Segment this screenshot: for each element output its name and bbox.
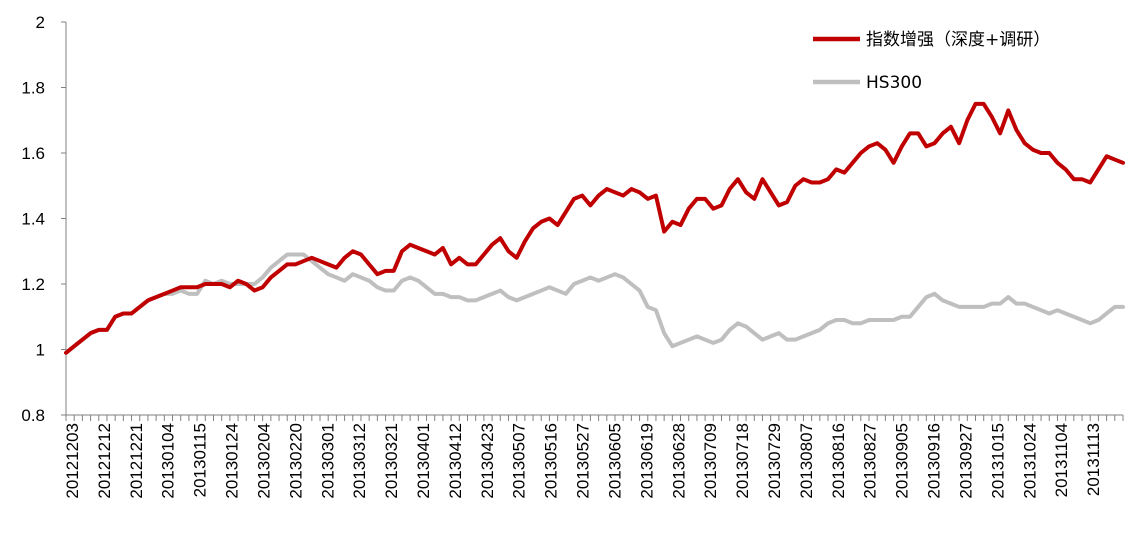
x-tick-label: 20130423 [478,423,497,499]
x-tick-label: 20130619 [637,423,656,499]
x-tick-label: 20130905 [893,423,912,499]
x-tick-label: 20130401 [414,423,433,499]
x-tick-label: 20130628 [669,423,688,499]
x-tick-label: 20121221 [127,423,146,499]
y-tick-label: 0.8 [21,406,45,425]
x-tick-label: 20131024 [1020,423,1039,499]
x-tick-label: 20130527 [574,423,593,499]
x-tick-label: 20130816 [829,423,848,499]
x-tick-label: 20130124 [223,423,242,499]
x-tick-label: 20121203 [63,423,82,499]
legend-label-series-1: 指数增强（深度+调研） [866,30,1050,50]
y-tick-label: 1 [36,341,45,360]
series-line-2 [64,252,1125,355]
x-tick-label: 20130916 [925,423,944,499]
x-tick-label: 20130301 [318,423,337,499]
x-tick-label: 20130729 [765,423,784,499]
x-tick-label: 20130807 [797,423,816,499]
x-tick-label: 20130516 [542,423,561,499]
x-tick-label: 20130412 [446,423,465,499]
x-tick-label: 20131113 [1084,423,1103,496]
x-tick-label: 20131104 [1052,423,1071,497]
x-tick-label: 20130220 [286,423,305,499]
series-line-1 [64,101,1125,355]
x-tick-label: 20130927 [956,423,975,499]
x-tick-label: 20130204 [254,423,273,499]
x-tick-label: 20130507 [510,423,529,499]
x-tick-label: 20130605 [605,423,624,499]
x-tick-label: 20131015 [988,423,1007,499]
legend-label-series-2: HS300 [866,73,922,93]
legend: 指数增强（深度+调研） HS300 [813,30,1050,93]
y-tick-label: 1.4 [21,210,45,229]
x-tick-label: 20130709 [701,423,720,499]
y-tick-label: 1.8 [21,79,45,98]
y-tick-label: 1.6 [21,144,45,163]
x-tick-label: 20121212 [95,423,114,499]
x-tick-label: 20130312 [350,423,369,499]
x-tick-label: 20130104 [159,423,178,499]
axes: 0.8 1 1.2 1.4 1.6 1.8 2 20121203 20121212 2012122… [21,13,1124,499]
x-tick-label: 20130115 [191,423,210,497]
x-tick-label: 20130827 [861,423,880,499]
y-tick-label: 1.2 [21,275,45,294]
x-tick-label: 20130321 [382,423,401,499]
y-tick-label: 2 [36,13,45,32]
series-lines [64,101,1125,355]
x-tick-label: 20130718 [733,423,752,499]
